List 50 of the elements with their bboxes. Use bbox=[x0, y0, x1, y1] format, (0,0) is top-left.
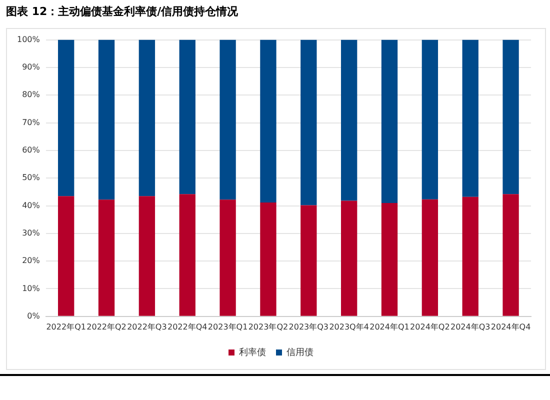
legend-label: 信用债 bbox=[286, 346, 314, 358]
bar bbox=[381, 202, 398, 316]
x-tick-label: 2023年Q1 bbox=[208, 322, 248, 332]
x-tick-label: 2024年Q4 bbox=[490, 322, 531, 332]
x-tick-label: 2024年Q1 bbox=[370, 322, 410, 332]
bar bbox=[220, 200, 236, 316]
bar bbox=[58, 40, 74, 196]
x-tick-label: 2022年Q1 bbox=[46, 322, 86, 332]
bar bbox=[381, 40, 398, 203]
bar bbox=[138, 196, 156, 316]
y-tick-label: 70% bbox=[22, 118, 40, 127]
bar bbox=[422, 199, 438, 316]
x-tick-label: 2023Q年4 bbox=[329, 322, 369, 332]
bar bbox=[300, 40, 317, 206]
bar bbox=[502, 194, 519, 316]
y-tick-label: 80% bbox=[22, 90, 40, 100]
y-tick-label: 30% bbox=[22, 228, 40, 238]
y-tick-label: 0% bbox=[27, 311, 40, 320]
y-tick-label: 10% bbox=[22, 284, 40, 293]
bar bbox=[340, 200, 358, 316]
x-tick-label: 2023年Q3 bbox=[288, 322, 329, 332]
bar bbox=[462, 196, 478, 316]
bar bbox=[502, 40, 519, 194]
bar bbox=[58, 196, 74, 316]
y-tick-label: 60% bbox=[22, 146, 40, 155]
bar bbox=[179, 40, 196, 194]
bar bbox=[260, 202, 276, 316]
bar bbox=[462, 40, 478, 197]
bar bbox=[179, 194, 196, 316]
bar bbox=[300, 205, 317, 316]
bar bbox=[220, 40, 236, 200]
chart-title: 图表 12：主动偏债基金利率债/信用债持仓情况 bbox=[6, 4, 238, 19]
bar bbox=[422, 40, 438, 200]
y-tick-label: 90% bbox=[22, 62, 40, 72]
x-tick-label: 2022年Q4 bbox=[167, 322, 208, 332]
y-tick-label: 50% bbox=[22, 173, 40, 182]
y-tick-label: 20% bbox=[22, 256, 40, 266]
bar bbox=[98, 200, 115, 316]
bar bbox=[340, 40, 358, 201]
x-tick-label: 2022年Q3 bbox=[127, 322, 167, 332]
bar bbox=[138, 40, 156, 196]
bar bbox=[260, 40, 276, 202]
y-tick-label: 40% bbox=[22, 200, 40, 210]
x-tick-label: 2024年Q2 bbox=[410, 322, 450, 332]
y-tick-label: 100% bbox=[16, 34, 40, 44]
legend-label: 利率债 bbox=[239, 346, 266, 358]
x-tick-label: 2023年Q2 bbox=[248, 322, 288, 332]
x-tick-label: 2024年Q3 bbox=[450, 322, 490, 332]
bar bbox=[98, 40, 115, 200]
x-tick-label: 2022年Q2 bbox=[86, 322, 126, 332]
